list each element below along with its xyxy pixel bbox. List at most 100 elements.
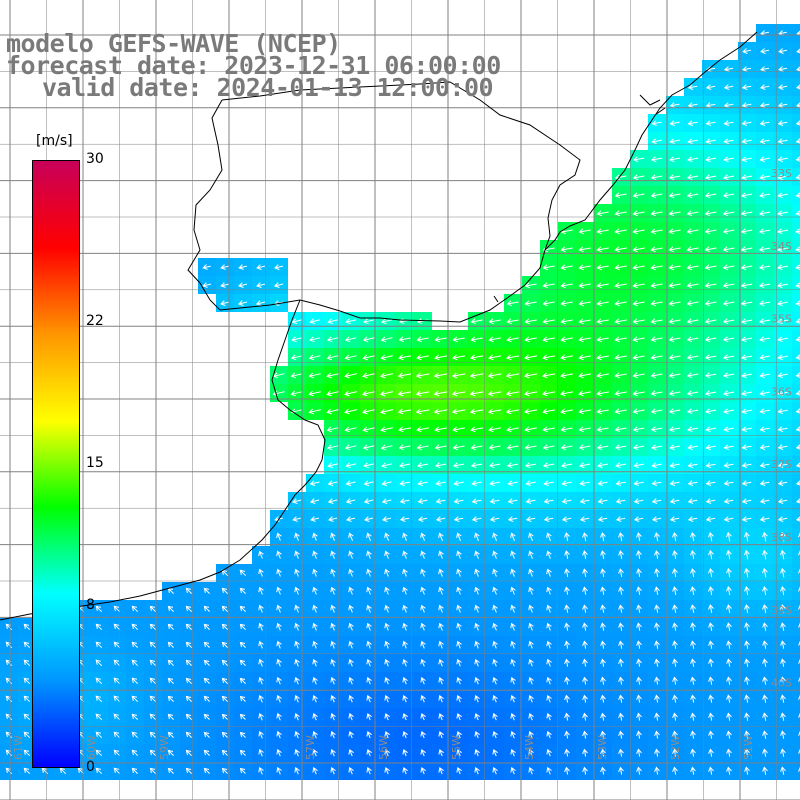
wind-arrow — [330, 748, 336, 757]
wind-arrow — [276, 748, 282, 757]
wind-speed-cell — [792, 636, 800, 654]
wind-arrow — [596, 444, 609, 451]
wind-arrow — [528, 712, 534, 721]
wind-arrow — [778, 66, 788, 72]
wind-arrow — [582, 766, 588, 775]
wind-arrow — [5, 695, 13, 703]
wind-arrow — [23, 713, 31, 721]
wind-arrow — [722, 300, 735, 307]
wind-arrow — [687, 480, 698, 487]
wind-arrow — [474, 568, 480, 577]
wind-arrow — [525, 498, 536, 504]
wind-arrow — [381, 462, 393, 469]
wind-arrow — [542, 390, 556, 397]
wind-arrow — [528, 694, 534, 703]
wind-arrow — [795, 264, 800, 270]
wind-arrow — [510, 640, 516, 649]
wind-arrow — [705, 444, 716, 451]
wind-arrow — [420, 586, 426, 595]
wind-arrow — [560, 264, 573, 271]
wind-arrow — [420, 640, 426, 649]
wind-arrow — [523, 390, 538, 397]
wind-speed-cell — [792, 618, 800, 636]
wind-arrow — [798, 604, 800, 610]
wind-arrow — [762, 766, 768, 775]
wind-arrow — [312, 604, 318, 613]
wind-speed-cell — [792, 24, 800, 42]
wind-arrow — [618, 622, 624, 631]
wind-speed-cell — [792, 150, 800, 168]
wind-arrow — [384, 568, 390, 577]
wind-arrow — [362, 444, 375, 451]
wind-arrow — [294, 658, 300, 667]
wind-arrow — [528, 568, 534, 577]
wind-arrow — [510, 712, 516, 721]
wind-arrow — [384, 767, 390, 775]
wind-arrow — [708, 640, 714, 649]
wind-arrow — [777, 300, 788, 307]
wind-arrow — [366, 731, 372, 739]
wind-arrow — [438, 604, 444, 613]
wind-arrow — [344, 426, 357, 433]
wind-arrow — [330, 568, 336, 577]
wind-arrow — [291, 318, 302, 325]
wind-arrow — [744, 766, 750, 775]
wind-arrow — [489, 516, 500, 522]
wind-arrow — [435, 498, 446, 504]
wind-arrow — [650, 336, 663, 343]
wind-arrow — [510, 658, 516, 667]
wind-arrow — [582, 712, 588, 721]
wind-arrow — [654, 658, 660, 667]
wind-arrow — [23, 695, 31, 703]
wind-arrow — [41, 767, 49, 775]
longitude-label: 53W — [596, 735, 609, 760]
model-title: modelo GEFS-WAVE (NCEP) — [6, 29, 341, 58]
wind-arrow — [614, 210, 627, 217]
wind-arrow — [506, 462, 519, 469]
wind-arrow — [723, 426, 734, 433]
wind-arrow — [632, 408, 645, 415]
wind-arrow — [777, 444, 788, 450]
wind-arrow — [726, 567, 732, 578]
wind-arrow — [740, 318, 753, 325]
wind-arrow — [505, 408, 520, 415]
wind-arrow — [326, 426, 339, 433]
wind-arrow — [505, 372, 520, 379]
wind-arrow — [705, 156, 716, 163]
wind-arrow — [759, 516, 770, 522]
wind-arrow — [438, 749, 444, 757]
wind-arrow — [363, 318, 375, 325]
wind-arrow — [726, 712, 732, 721]
wind-arrow — [741, 192, 753, 199]
wind-arrow — [618, 604, 624, 613]
wind-arrow — [438, 713, 444, 721]
wind-arrow — [416, 354, 429, 361]
wind-arrow — [542, 336, 555, 343]
wind-arrow — [492, 731, 498, 739]
wind-arrow — [487, 408, 502, 415]
wind-arrow — [632, 390, 645, 397]
wind-arrow — [364, 516, 374, 522]
wind-arrow — [672, 748, 678, 757]
wind-arrow — [397, 372, 412, 379]
wind-arrow — [167, 659, 174, 666]
wind-arrow — [456, 731, 462, 739]
forecast-date: forecast date: 2023-12-31 06:00:00 — [6, 51, 501, 80]
wind-arrow — [632, 444, 645, 451]
wind-arrow — [5, 623, 13, 631]
wind-arrow — [798, 550, 800, 556]
wind-arrow — [203, 605, 210, 612]
wind-arrow — [309, 498, 320, 504]
wind-arrow — [708, 604, 714, 613]
wind-arrow — [220, 282, 230, 288]
wind-arrow — [740, 210, 753, 217]
wind-arrow — [777, 138, 788, 145]
wind-arrow — [113, 749, 121, 757]
wind-arrow — [780, 549, 786, 560]
wind-arrow — [726, 658, 732, 667]
wind-arrow — [221, 677, 228, 684]
wind-arrow — [492, 749, 498, 757]
wind-arrow — [596, 282, 609, 289]
wind-arrow — [330, 622, 336, 631]
wind-arrow — [398, 336, 411, 343]
